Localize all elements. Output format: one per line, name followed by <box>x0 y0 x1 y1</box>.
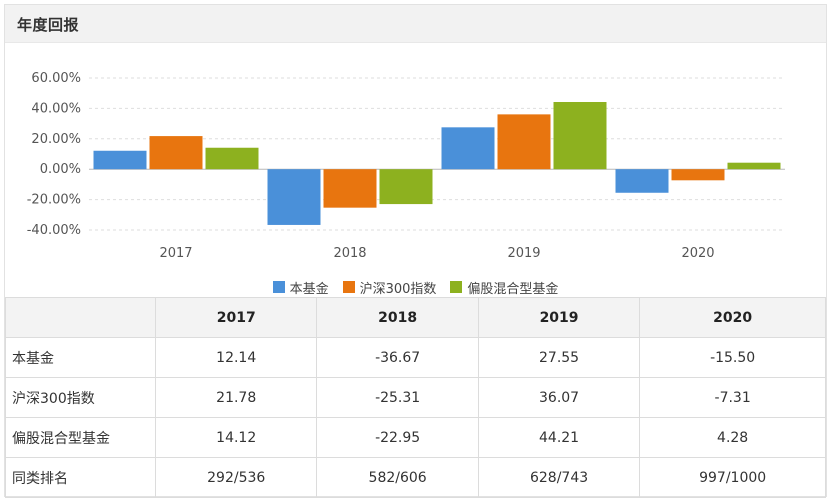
legend-item-fund[interactable]: 本基金 <box>272 278 329 297</box>
row-label: 偏股混合型基金 <box>5 417 156 458</box>
table-row: 本基金 12.14 -36.67 27.55 -15.50 <box>5 337 826 378</box>
row-label: 本基金 <box>5 337 156 378</box>
table-cell: 44.21 <box>477 417 641 458</box>
table-corner-cell <box>5 297 156 338</box>
row-label: 沪深300指数 <box>5 377 156 418</box>
legend-item-peer[interactable]: 偏股混合型基金 <box>450 278 558 297</box>
annual-return-chart: 60.00% 40.00% 20.00% 0.00% -20.00% -40.00% 201… <box>5 44 826 297</box>
panel-title: 年度回报 <box>17 16 80 34</box>
annual-return-table: 2017 2018 2019 2020 本基金 12.14 -36.67 27.… <box>5 297 826 498</box>
table-cell: 292/536 <box>154 457 318 498</box>
legend-swatch-fund <box>272 281 285 293</box>
legend-label-fund: 本基金 <box>289 281 329 297</box>
table-cell: -15.50 <box>639 337 826 378</box>
table-cell: -36.67 <box>316 337 479 378</box>
table-row: 沪深300指数 21.78 -25.31 36.07 -7.31 <box>5 377 826 418</box>
table-header-row: 2017 2018 2019 2020 <box>5 297 826 338</box>
bar-fund-2018 <box>267 169 321 225</box>
bar-peer-2017 <box>205 147 259 170</box>
table-cell: -25.31 <box>316 377 479 418</box>
bar-peer-2019 <box>553 102 607 170</box>
bar-peer-2020 <box>727 162 781 170</box>
table-cell: -7.31 <box>639 377 826 418</box>
table-cell: 12.14 <box>154 337 318 378</box>
y-tick-label: 20.00% <box>31 132 81 147</box>
table-cell: 4.28 <box>639 417 826 458</box>
legend-swatch-index <box>342 281 355 293</box>
column-header-2020: 2020 <box>639 297 826 338</box>
table-cell: 14.12 <box>154 417 318 458</box>
legend-label-index: 沪深300指数 <box>359 281 437 297</box>
column-header-2019: 2019 <box>477 297 641 338</box>
bar-fund-2017 <box>93 150 147 170</box>
table-cell: 36.07 <box>477 377 641 418</box>
panel-header: 年度回报 <box>5 5 826 43</box>
bar-index-2019 <box>497 114 551 170</box>
table-cell: -22.95 <box>316 417 479 458</box>
bar-index-2020 <box>671 169 725 181</box>
table-cell: 21.78 <box>154 377 318 418</box>
bar-index-2017 <box>149 136 203 170</box>
legend-label-peer: 偏股混合型基金 <box>467 281 559 297</box>
column-header-2017: 2017 <box>154 297 318 338</box>
legend-swatch-peer <box>450 281 463 293</box>
bar-peer-2018 <box>379 169 433 205</box>
y-tick-label: 40.00% <box>31 101 81 116</box>
table-cell: 628/743 <box>477 457 641 498</box>
bar-fund-2019 <box>441 127 495 170</box>
y-tick-label: 0.00% <box>40 162 81 177</box>
row-label: 同类排名 <box>5 457 156 498</box>
table-row: 同类排名 292/536 582/606 628/743 997/1000 <box>5 457 826 498</box>
bar-chart-svg: 60.00% 40.00% 20.00% 0.00% -20.00% -40.00% 201… <box>27 71 785 261</box>
y-tick-label: 60.00% <box>31 71 81 86</box>
bar-index-2018 <box>323 169 377 208</box>
annual-return-panel: 年度回报 60.00% 40.00% 20.00% 0.00% -20.00% -40.0… <box>4 4 827 498</box>
table-cell: 997/1000 <box>639 457 826 498</box>
chart-legend: 本基金 沪深300指数 偏股混合型基金 <box>5 278 826 297</box>
column-header-2018: 2018 <box>316 297 479 338</box>
y-tick-label: -40.00% <box>27 223 81 238</box>
bar-fund-2020 <box>615 169 669 193</box>
table-row: 偏股混合型基金 14.12 -22.95 44.21 4.28 <box>5 417 826 458</box>
x-tick-label: 2018 <box>333 246 366 261</box>
x-tick-label: 2017 <box>159 246 192 261</box>
table-cell: 27.55 <box>477 337 641 378</box>
x-tick-label: 2019 <box>507 246 540 261</box>
table-cell: 582/606 <box>316 457 479 498</box>
x-tick-label: 2020 <box>681 246 714 261</box>
y-tick-label: -20.00% <box>27 193 81 208</box>
legend-item-index[interactable]: 沪深300指数 <box>342 278 437 297</box>
